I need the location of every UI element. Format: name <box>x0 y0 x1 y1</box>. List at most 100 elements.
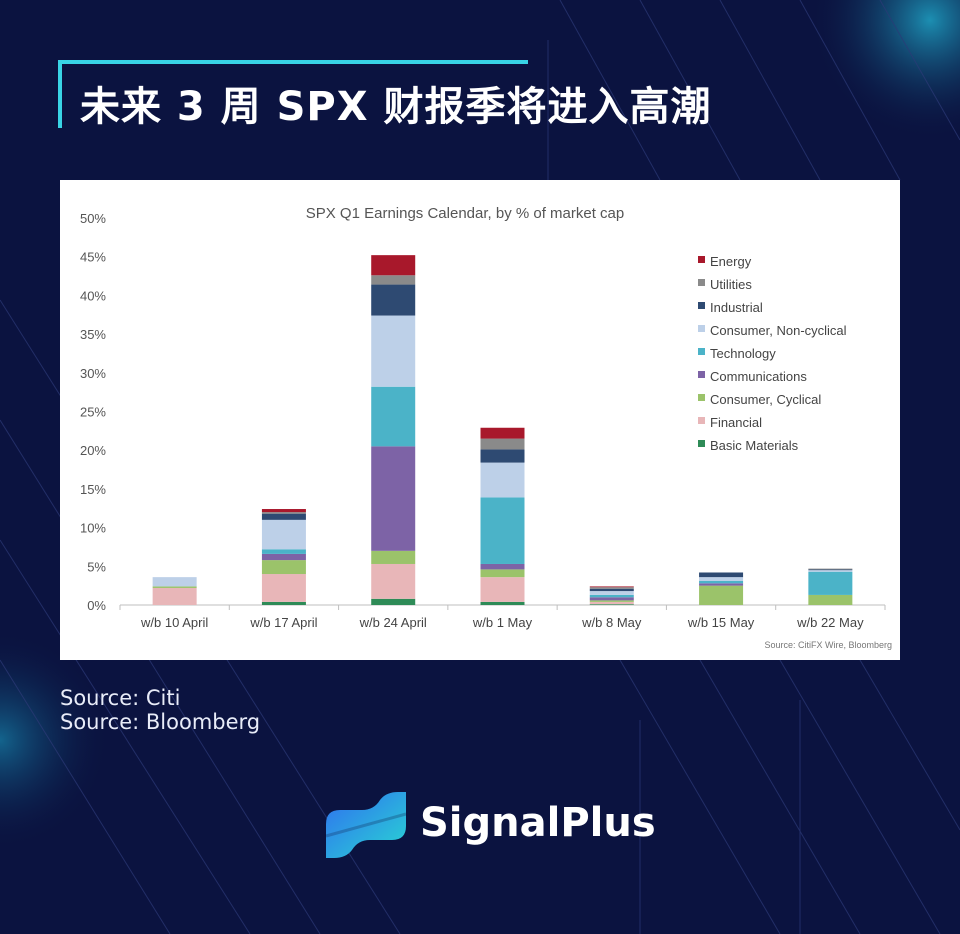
legend-label: Communications <box>710 369 807 384</box>
y-tick-label: 5% <box>87 559 106 574</box>
source-block: Source: Citi Source: Bloomberg <box>60 686 260 734</box>
bar-segment <box>261 519 306 550</box>
bar-segment <box>589 591 634 595</box>
bar-segment <box>480 563 525 570</box>
source-line-bloomberg: Source: Bloomberg <box>60 710 261 734</box>
bar-segment <box>480 438 525 450</box>
legend-swatch <box>698 302 705 309</box>
y-tick-label: 15% <box>80 482 106 497</box>
x-tick-label: w/b 22 May <box>796 615 864 630</box>
bar-segment <box>589 597 634 601</box>
bar-segment <box>699 577 744 582</box>
title-accent-left <box>58 60 62 128</box>
bar-segment <box>589 594 634 598</box>
y-tick-label: 40% <box>80 288 106 303</box>
bar-segment <box>589 586 634 588</box>
x-tick-label: w/b 10 April <box>140 615 208 630</box>
bar-segment <box>808 569 853 571</box>
y-tick-label: 30% <box>80 366 106 381</box>
legend-swatch <box>698 440 705 447</box>
bar-segment <box>261 513 306 520</box>
y-tick-label: 35% <box>80 327 106 342</box>
y-tick-label: 25% <box>80 405 106 420</box>
bar-segment <box>261 574 306 602</box>
bar-segment <box>589 588 634 592</box>
bar-segment <box>261 601 306 605</box>
legend-swatch <box>698 417 705 424</box>
legend-swatch <box>698 348 705 355</box>
signalplus-logo: SignalPlus <box>322 790 656 860</box>
title-accent-top <box>58 60 528 64</box>
bar-segment <box>371 446 416 551</box>
legend-swatch <box>698 394 705 401</box>
bar-segment <box>261 509 306 513</box>
legend-swatch <box>698 325 705 332</box>
bar-segment <box>152 586 197 588</box>
signalplus-logo-icon <box>325 792 407 858</box>
x-tick-label: w/b 8 May <box>581 615 642 630</box>
legend-swatch <box>698 371 705 378</box>
bar-segment <box>699 585 744 605</box>
bar-segment <box>699 581 744 584</box>
bar-segment <box>371 386 416 447</box>
bar-segment <box>152 577 197 587</box>
source-line-citi: Source: Citi <box>60 686 181 710</box>
bar-segment <box>699 572 744 578</box>
legend-label: Consumer, Cyclical <box>710 392 821 407</box>
bar-segment <box>480 577 525 602</box>
chart-card: SPX Q1 Earnings Calendar, by % of market… <box>60 180 900 660</box>
bar-segment <box>808 570 853 572</box>
legend-swatch <box>698 279 705 286</box>
bar-segment <box>480 497 525 564</box>
y-tick-label: 0% <box>87 598 106 613</box>
title-frame: 未来 3 周 SPX 财报季将进入高潮 <box>58 60 711 130</box>
bar-segment <box>152 587 197 605</box>
legend-label: Financial <box>710 415 762 430</box>
bar-segment <box>480 449 525 463</box>
y-tick-label: 45% <box>80 250 106 265</box>
legend-label: Energy <box>710 254 752 269</box>
y-tick-label: 10% <box>80 521 106 536</box>
legend-label: Consumer, Non-cyclical <box>710 323 847 338</box>
signalplus-logo-text: SignalPlus <box>420 800 656 846</box>
bar-segment <box>808 594 853 605</box>
legend-label: Basic Materials <box>710 438 799 453</box>
x-tick-label: w/b 24 April <box>359 615 427 630</box>
bar-segment <box>371 598 416 605</box>
bar-segment <box>371 275 416 285</box>
bar-segment <box>808 571 853 595</box>
x-tick-label: w/b 15 May <box>687 615 755 630</box>
y-tick-label: 50% <box>80 211 106 226</box>
bar-segment <box>261 512 306 514</box>
chart-source-note: Source: CitiFX Wire, Bloomberg <box>764 640 892 650</box>
legend-label: Technology <box>710 346 776 361</box>
bar-segment <box>589 601 634 605</box>
earnings-calendar-chart: SPX Q1 Earnings Calendar, by % of market… <box>80 205 892 650</box>
bar-segment <box>699 583 744 586</box>
bar-segment <box>808 568 853 570</box>
chart-title: SPX Q1 Earnings Calendar, by % of market… <box>306 205 625 222</box>
bar-segment <box>261 549 306 554</box>
bar-segment <box>371 550 416 564</box>
bar-segment <box>480 462 525 498</box>
bar-segment <box>480 569 525 578</box>
bar-segment <box>371 563 416 599</box>
bar-segment <box>371 315 416 387</box>
x-tick-label: w/b 1 May <box>472 615 533 630</box>
legend-label: Industrial <box>710 300 763 315</box>
x-tick-label: w/b 17 April <box>249 615 317 630</box>
bar-segment <box>480 427 525 439</box>
bar-segment <box>589 587 634 589</box>
bar-segment <box>480 601 525 605</box>
bar-segment <box>589 604 634 605</box>
legend-swatch <box>698 256 705 263</box>
legend-label: Utilities <box>710 277 752 292</box>
bar-segment <box>261 553 306 561</box>
page-title: 未来 3 周 SPX 财报季将进入高潮 <box>80 84 712 130</box>
bar-segment <box>371 255 416 276</box>
bar-segment <box>589 600 634 602</box>
bar-segment <box>371 284 416 316</box>
bar-segment <box>261 560 306 575</box>
y-tick-label: 20% <box>80 443 106 458</box>
